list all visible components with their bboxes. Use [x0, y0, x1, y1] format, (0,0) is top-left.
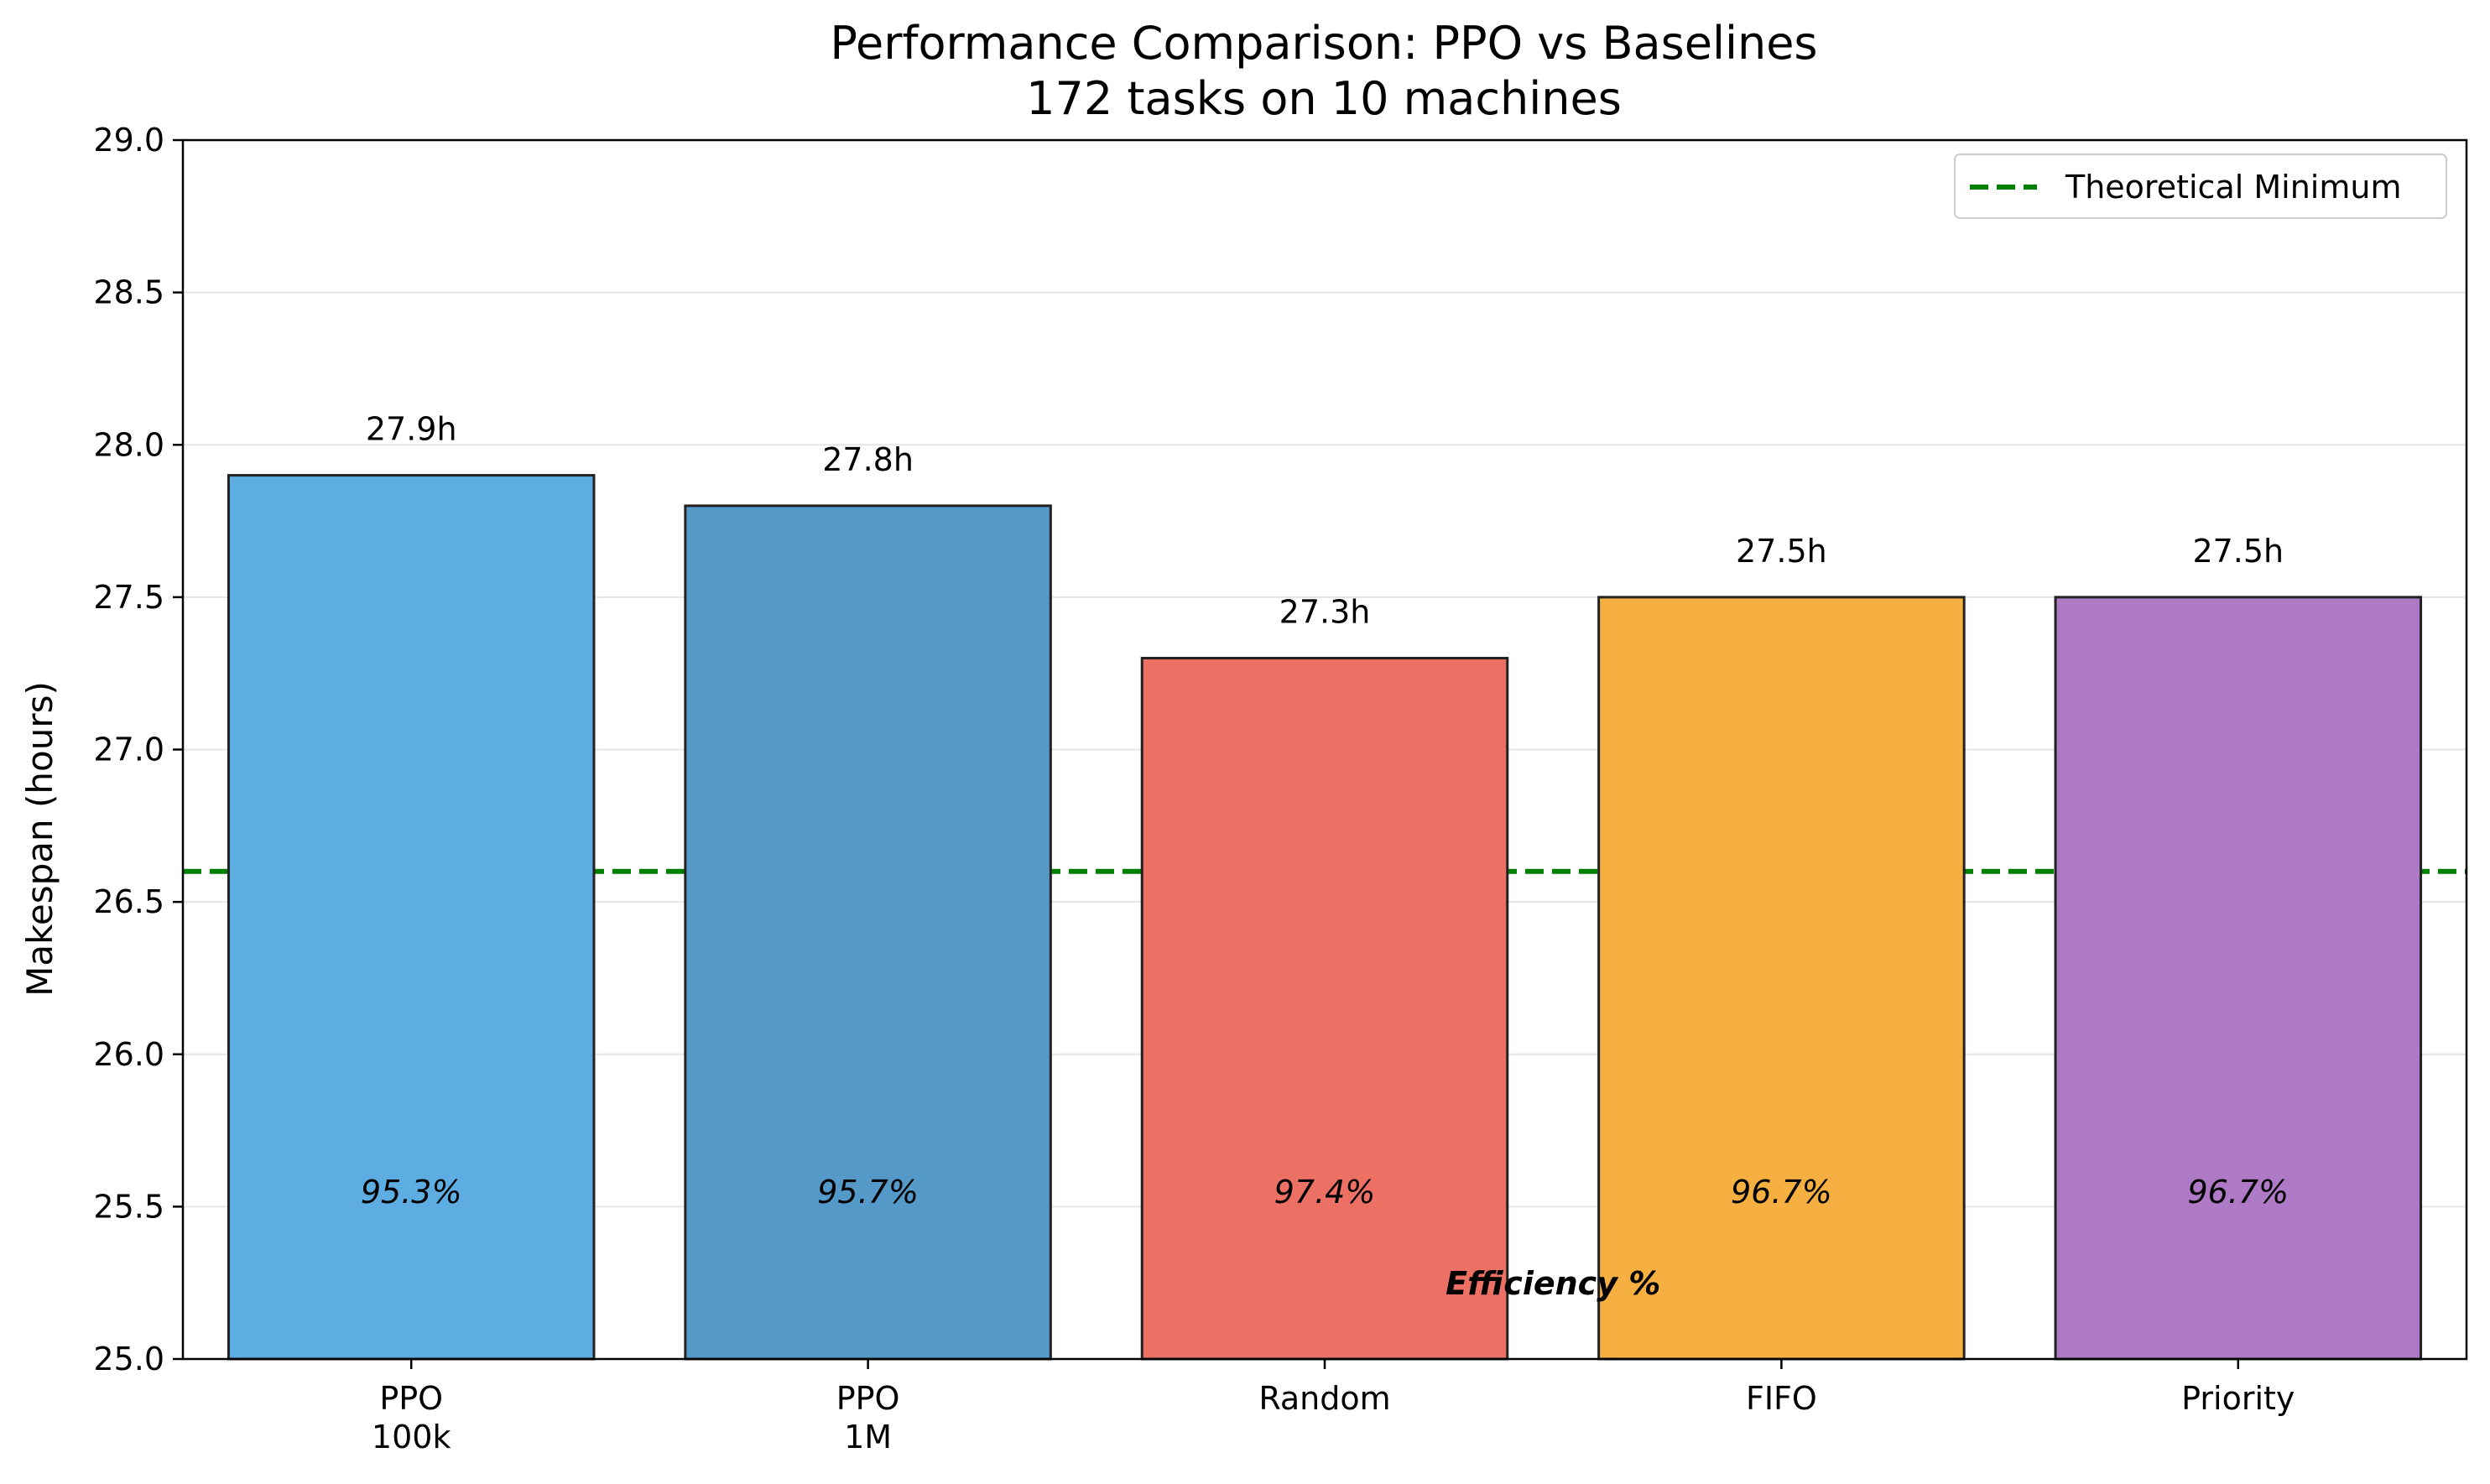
- x-tick-label: 1M: [844, 1419, 892, 1455]
- y-tick-label: 25.5: [93, 1188, 164, 1225]
- y-tick-label: 25.0: [93, 1341, 164, 1377]
- efficiency-label: 97.4%: [1274, 1174, 1376, 1211]
- x-tick-label: FIFO: [1746, 1380, 1817, 1417]
- bar: [1597, 596, 1966, 1361]
- x-tick-label: PPO: [379, 1380, 443, 1417]
- efficiency-label: 95.3%: [361, 1174, 462, 1211]
- bar: [684, 504, 1052, 1361]
- y-tick-label: 28.0: [93, 426, 164, 463]
- y-tick-label: 28.5: [93, 274, 164, 311]
- x-tick-label: PPO: [836, 1380, 900, 1417]
- efficiency-labels: 95.3% 95.7% 97.4% 96.7% 96.7%: [361, 1174, 2289, 1211]
- y-tick-label: 26.5: [93, 883, 164, 920]
- chart-title: Performance Comparison: PPO vs Baselines: [830, 17, 1817, 70]
- x-tick-label: Priority: [2181, 1380, 2295, 1417]
- value-label: 27.9h: [366, 411, 457, 448]
- y-axis-label: Makespan (hours): [19, 681, 60, 997]
- y-tick-label: 27.0: [93, 732, 164, 768]
- bar: [227, 474, 596, 1361]
- value-label: 27.3h: [1279, 594, 1371, 631]
- y-tick-label: 26.0: [93, 1036, 164, 1073]
- y-tick-label: 27.5: [93, 579, 164, 616]
- value-label: 27.5h: [1736, 533, 1827, 570]
- efficiency-note: Efficiency %: [1446, 1265, 1660, 1302]
- bars: [227, 474, 2423, 1361]
- y-tick-label: 29.0: [93, 122, 164, 159]
- x-tick-label: 100k: [372, 1419, 451, 1455]
- efficiency-label: 96.7%: [2187, 1174, 2289, 1211]
- efficiency-label: 96.7%: [1731, 1174, 1832, 1211]
- value-label: 27.8h: [822, 441, 914, 478]
- bar: [2054, 596, 2423, 1361]
- legend: Theoretical Minimum: [1954, 154, 2447, 219]
- plot-frame: [181, 138, 2468, 1361]
- bar: [1140, 657, 1509, 1361]
- chart-subtitle: 172 tasks on 10 machines: [1026, 72, 1622, 125]
- value-label: 27.5h: [2192, 533, 2284, 570]
- efficiency-label: 95.7%: [817, 1174, 919, 1211]
- x-tick-label: Random: [1258, 1380, 1390, 1417]
- legend-label: Theoretical Minimum: [2065, 169, 2401, 206]
- value-labels: 27.9h 27.8h 27.3h 27.5h 27.5h: [366, 411, 2284, 631]
- legend-box: [1954, 154, 2447, 219]
- y-axis-ticks: 25.0 25.5 26.0 26.5 27.0 27.5 28.0 28.5 29.0: [93, 122, 183, 1377]
